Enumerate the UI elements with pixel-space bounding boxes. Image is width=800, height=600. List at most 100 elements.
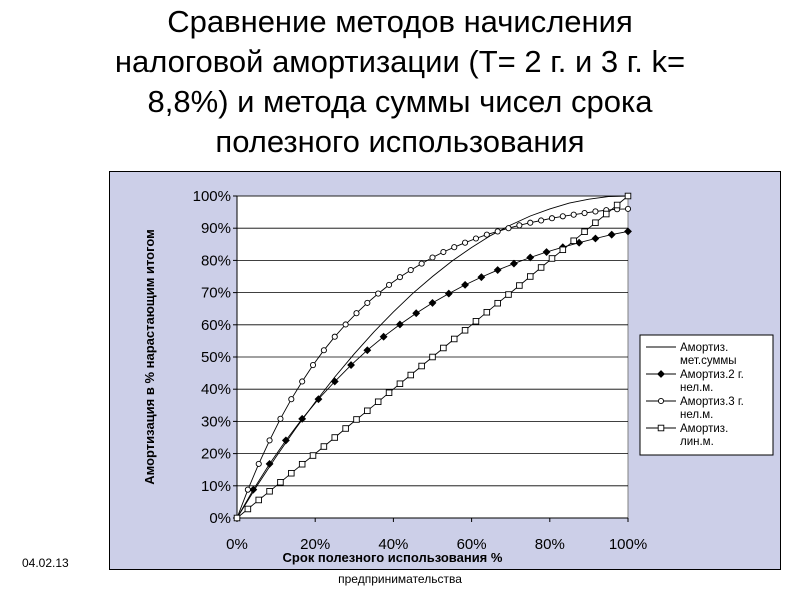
series-4-point [592,219,599,226]
series-2-point [412,309,421,318]
x-tick-label: 20% [300,536,330,553]
y-tick-label: 10% [201,478,231,495]
series-4-point [374,398,382,406]
series-4-point [277,479,284,486]
y-tick-label: 40% [201,381,231,398]
series-3-point [483,231,490,238]
series-4-point [527,273,534,280]
series-4-point [624,192,632,200]
y-tick-label: 90% [201,220,231,237]
series-3-point [462,239,469,246]
slide-date: 04.02.13 [22,556,69,570]
y-tick-label: 100% [193,188,231,205]
series-2-point [607,230,616,239]
series-3-point [472,235,479,242]
legend-label: Амортиз. [680,423,728,435]
slide-footer: предпринимательства [338,572,462,586]
series-3-point [624,205,632,212]
x-tick-label: 100% [609,536,647,553]
x-tick-label: 80% [535,536,565,553]
series-3-point [418,260,425,267]
slide-title: Сравнение методов начисления налоговой а… [114,4,686,159]
series-3-point [429,254,436,261]
y-tick-label: 30% [201,413,231,430]
legend-label: нел.м. [680,382,713,394]
y-tick-label: 70% [201,285,231,302]
series-3-point [581,210,588,217]
series-4-point [320,443,328,450]
series-2-point [477,273,486,282]
legend-sample-marker [657,424,665,432]
series-2-point [298,414,307,423]
legend-label: лин.м. [680,436,714,448]
series-4-point [331,434,338,441]
series-4-point [461,327,469,334]
series-2-point [591,234,600,243]
series-2-point [379,332,388,341]
series-4-point [537,264,545,271]
series-4-point [483,308,491,316]
series-4-point [353,416,360,423]
series-4-point [396,380,404,387]
series-2-point [624,227,632,236]
series-2-point [330,377,339,386]
series-2-point [493,266,502,274]
series-3-point [299,378,306,385]
series-3-point [342,321,349,328]
series-3-point [266,437,273,444]
series-2-point [461,280,469,289]
series-2-point [347,361,355,369]
series-3-point [527,219,534,226]
series-3-point [592,208,599,215]
series-4-point [450,335,458,343]
series-2-point [396,320,404,329]
series-4-point [548,255,556,262]
series-3-point [331,333,338,340]
legend-label: Амортиз. [680,342,728,354]
series-4-point [244,505,252,513]
legend-sample-marker [657,370,665,378]
series-4-point [298,460,306,468]
y-tick-label: 60% [201,317,231,334]
series-4-point [342,425,349,432]
series-4-point [407,371,415,379]
series-4-point [570,237,577,245]
y-tick-label: 0% [209,510,231,527]
series-3-point [451,244,458,251]
series-4-point [559,246,567,254]
y-tick-label: 80% [201,252,231,269]
series-4-point [309,452,317,459]
series-3-point [494,228,501,235]
series-3-point [570,211,577,218]
series-3-point [548,215,556,222]
legend-label: мет.суммы [680,355,737,367]
series-2-point [542,248,551,256]
series-3-point [505,225,512,232]
series-4-point [472,318,480,325]
series-4-point [494,299,501,307]
series-3-point [396,274,403,281]
chart-svg: 0% 10% 20% 30% 40% 50% 60% 70% 80% 90% 100% 0% 20% 40… [142,188,774,565]
series-4-point [505,291,512,298]
legend-sample-marker [657,397,665,405]
series-3-point [375,290,382,297]
y-axis-title: Амортизация в % нарастающим итогом [142,229,157,485]
series-3-point [559,213,566,220]
series-2-point [265,459,274,468]
series-3-point [386,281,393,288]
series-4-point [266,488,273,495]
series-3-point [516,222,523,229]
series-2-point [510,259,518,268]
series-2-point [428,298,437,307]
y-tick-label: 20% [201,446,231,463]
series-4-point [440,344,447,352]
x-tick-label: 0% [226,536,248,553]
x-tick-label: 60% [457,536,487,553]
series-4-point [581,228,588,235]
x-axis-title: Срок полезного использования % [283,550,503,565]
legend-label: нел.м. [680,409,713,421]
series-4-point [255,496,262,504]
series-3-point [353,310,360,317]
series-4-point [233,514,241,522]
series-2-point [363,346,372,355]
